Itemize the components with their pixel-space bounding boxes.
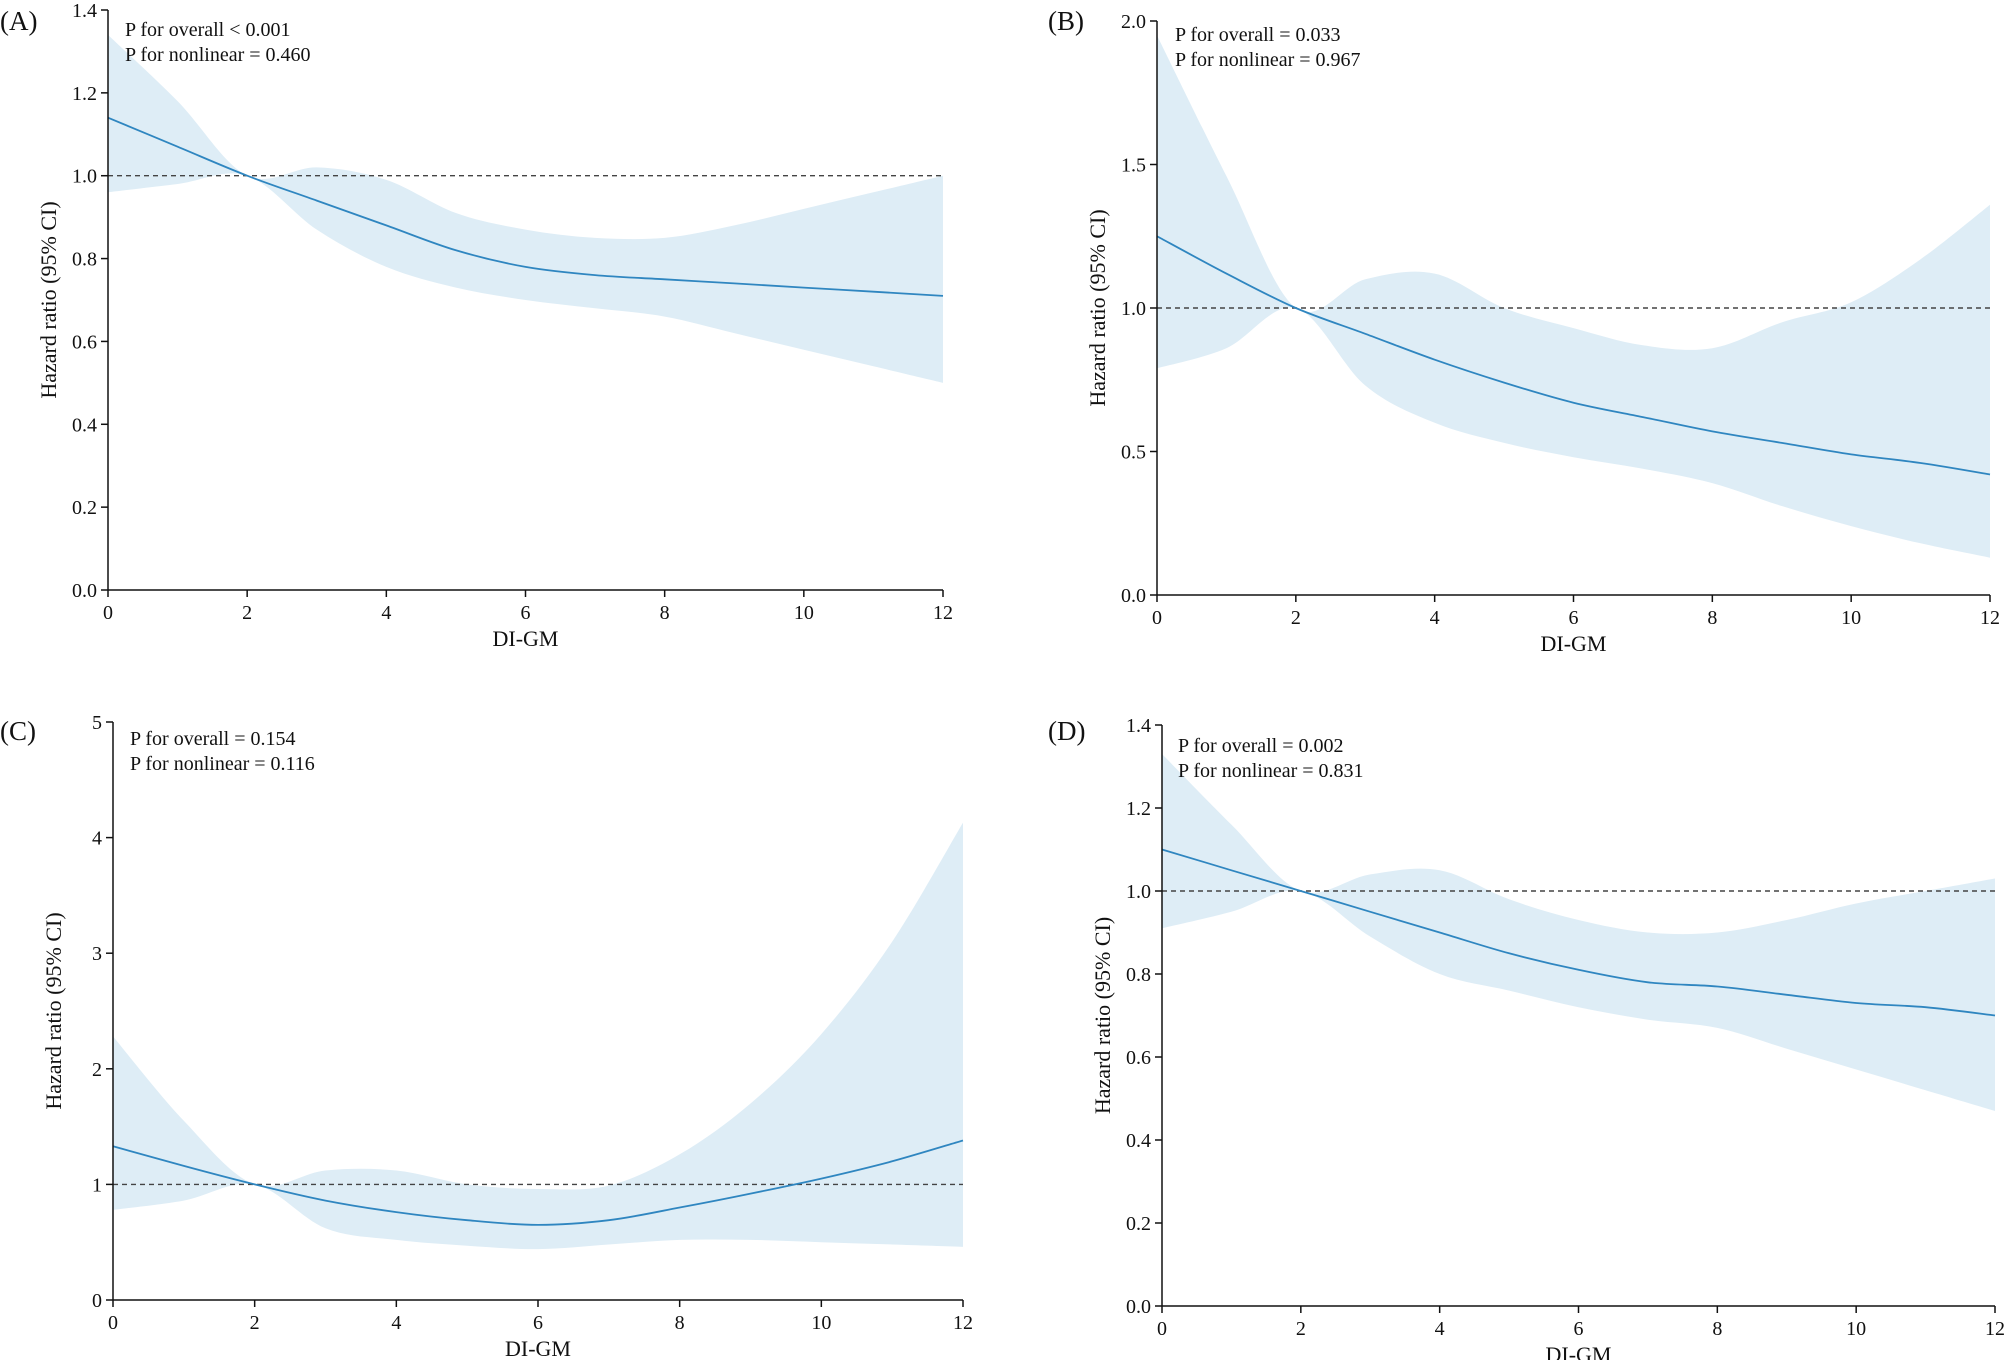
y-tick-label: 0.6 [1126, 1047, 1151, 1069]
y-tick-label: 1.2 [1126, 798, 1151, 820]
confidence-band [1157, 35, 1990, 558]
x-tick-label: 2 [1291, 607, 1301, 629]
y-tick-label: 0.8 [72, 249, 97, 271]
y-tick-label: 0.6 [72, 331, 97, 353]
x-tick-label: 2 [242, 602, 252, 624]
x-tick-label: 12 [933, 602, 953, 624]
x-tick-label: 10 [811, 1312, 831, 1334]
y-tick-label: 3 [92, 943, 102, 965]
p-nonlinear-annotation: P for nonlinear = 0.460 [125, 44, 311, 66]
y-tick-label: 0.2 [1126, 1213, 1151, 1235]
x-tick-label: 12 [1985, 1318, 2005, 1340]
y-tick-label: 0.4 [1126, 1130, 1151, 1152]
panel-label: (B) [1048, 6, 1084, 36]
hazard-ratio-curve [1156, 235, 1991, 476]
x-tick-label: 6 [1569, 607, 1579, 629]
p-overall-annotation: P for overall = 0.154 [130, 728, 296, 750]
y-tick-label: 5 [92, 712, 102, 734]
panel-label: (C) [0, 716, 36, 746]
x-tick-label: 4 [1435, 1318, 1445, 1340]
p-overall-annotation: P for overall < 0.001 [125, 19, 291, 41]
y-tick-label: 0.4 [72, 414, 97, 436]
y-axis-title: Hazard ratio (95% CI) [36, 201, 61, 398]
hazard-ratio-curve [1161, 848, 1996, 1017]
y-tick-label: 0.0 [1121, 585, 1146, 607]
panel-label: (D) [1048, 716, 1085, 746]
y-tick-label: 2 [92, 1059, 102, 1081]
panel-b: 0 2 4 6 8 10 12 0.0 0.5 1.0 1.5 2.0 DI-GM Hazard rati… [1048, 6, 2000, 656]
y-axis-title: Hazard ratio (95% CI) [1085, 209, 1110, 406]
hazard-ratio-curve [112, 1139, 964, 1226]
x-tick-label: 10 [794, 602, 814, 624]
x-tick-label: 2 [1296, 1318, 1306, 1340]
y-tick-label: 0.5 [1121, 442, 1146, 464]
x-tick-label: 0 [108, 1312, 118, 1334]
p-overall-annotation: P for overall = 0.033 [1175, 24, 1341, 46]
y-tick-label: 1.0 [1126, 881, 1151, 903]
x-tick-label: 8 [660, 602, 670, 624]
x-tick-label: 0 [103, 602, 113, 624]
y-tick-label: 0.0 [72, 580, 97, 602]
y-tick-label: 1.0 [1121, 298, 1146, 320]
y-tick-label: 1.2 [72, 83, 97, 105]
panel-d: 0 2 4 6 8 10 12 0.0 0.2 0.4 0.6 0.8 1.0 1.2 1.4 DI-GM Ha… [1048, 715, 2005, 1360]
x-tick-label: 8 [1707, 607, 1717, 629]
y-tick-label: 0 [92, 1290, 102, 1312]
y-axis-title: Hazard ratio (95% CI) [41, 912, 66, 1109]
x-tick-label: 0 [1157, 1318, 1167, 1340]
y-tick-label: 4 [92, 828, 102, 850]
p-nonlinear-annotation: P for nonlinear = 0.831 [1178, 760, 1364, 782]
hazard-ratio-curve [107, 116, 944, 297]
y-tick-label: 1.5 [1121, 155, 1146, 177]
x-tick-label: 6 [521, 602, 531, 624]
y-tick-label: 1.0 [72, 166, 97, 188]
x-tick-label: 10 [1841, 607, 1861, 629]
x-tick-label: 12 [953, 1312, 973, 1334]
x-tick-label: 4 [1430, 607, 1440, 629]
x-tick-label: 10 [1846, 1318, 1866, 1340]
y-tick-label: 0.2 [72, 497, 97, 519]
panel-a: 0 2 4 6 8 10 12 0.0 0.2 0.4 0.6 0.8 1.0 1.2 1.4 DI-GM Ha… [0, 0, 953, 651]
x-axis-title: DI-GM [1546, 1342, 1612, 1360]
p-nonlinear-annotation: P for nonlinear = 0.116 [130, 753, 315, 775]
y-tick-label: 0.0 [1126, 1296, 1151, 1318]
y-tick-label: 1.4 [1126, 715, 1151, 737]
x-tick-label: 8 [1712, 1318, 1722, 1340]
x-tick-label: 12 [1980, 607, 2000, 629]
y-tick-label: 2.0 [1121, 11, 1146, 33]
x-tick-label: 4 [381, 602, 391, 624]
y-axis-title: Hazard ratio (95% CI) [1090, 917, 1115, 1114]
p-nonlinear-annotation: P for nonlinear = 0.967 [1175, 49, 1361, 71]
x-axis-title: DI-GM [493, 626, 559, 651]
x-tick-label: 8 [675, 1312, 685, 1334]
panel-label: (A) [0, 6, 37, 36]
y-tick-label: 1.4 [72, 0, 97, 22]
y-tick-label: 0.8 [1126, 964, 1151, 986]
confidence-band [1162, 754, 1995, 1111]
confidence-band [113, 822, 963, 1250]
confidence-band [108, 34, 943, 383]
p-overall-annotation: P for overall = 0.002 [1178, 735, 1344, 757]
x-tick-label: 4 [391, 1312, 401, 1334]
x-axis-title: DI-GM [505, 1336, 571, 1360]
x-tick-label: 2 [250, 1312, 260, 1334]
y-tick-label: 1 [92, 1174, 102, 1196]
x-tick-label: 0 [1152, 607, 1162, 629]
x-tick-label: 6 [533, 1312, 543, 1334]
x-axis-title: DI-GM [1541, 631, 1607, 656]
x-tick-label: 6 [1574, 1318, 1584, 1340]
